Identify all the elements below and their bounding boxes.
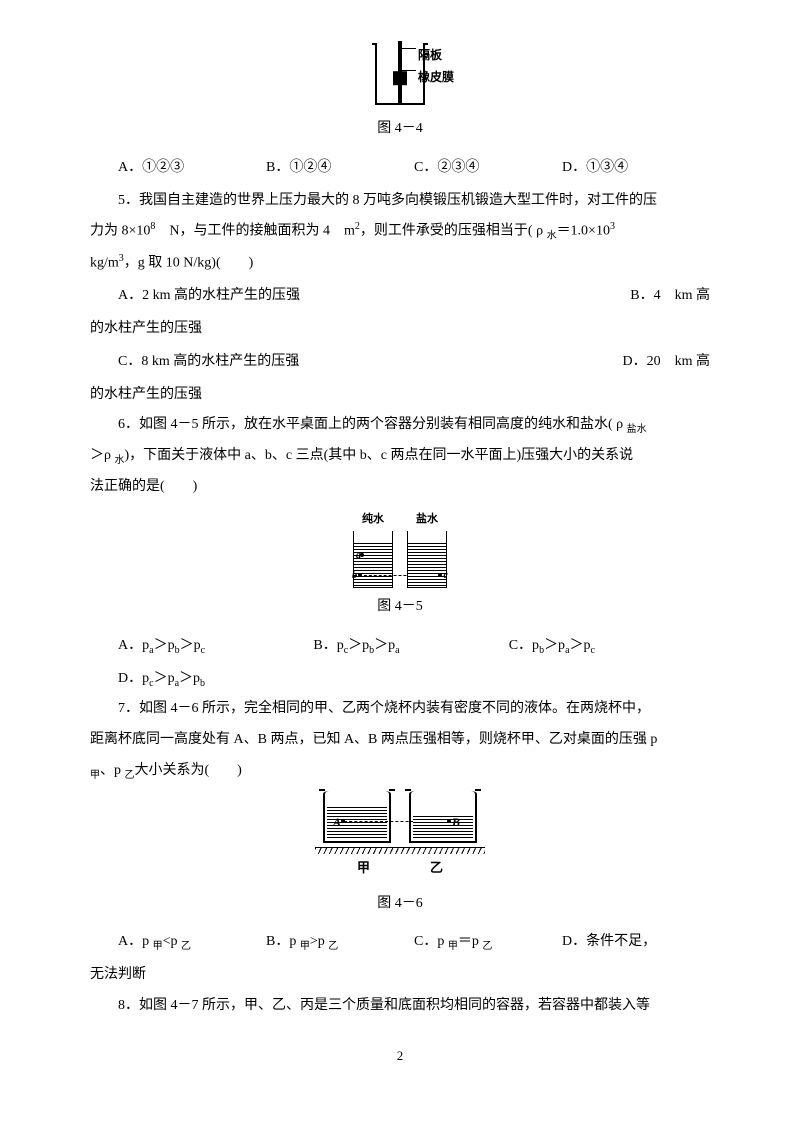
q6-option-c: C．pb＞pa＞pc — [509, 631, 704, 662]
figure-4-4: 隔板 橡皮膜 — [90, 40, 710, 110]
q5-line1: 5．我国自主建造的世界上压力最大的 8 万吨多向模锻压机锻造大型工件时，对工件的… — [90, 186, 710, 217]
q7-option-c: C．p 甲＝p 乙 — [414, 927, 562, 958]
q7-option-b: B．p 甲>p 乙 — [266, 927, 414, 958]
label-yi: 乙 — [430, 854, 443, 883]
q6-line3: 法正确的是( ) — [90, 472, 710, 503]
q5-option-d: D．20 km 高 — [623, 347, 711, 378]
q7-option-d: D．条件不足， — [562, 927, 710, 958]
q4-options: A．①②③ B．①②④ C．②③④ D．①③④ — [90, 153, 710, 184]
q5-options-ab: A．2 km 高的水柱产生的压强 B．4 km 高 — [90, 281, 710, 312]
beaker-yi-icon: B — [409, 791, 477, 843]
q7-line3: 甲、p 乙大小关系为( ) — [90, 756, 710, 787]
caption-4-6: 图 4－6 — [90, 889, 710, 920]
beaker-jia-icon: A — [323, 791, 391, 843]
q8-line1: 8．如图 4－7 所示，甲、乙、丙是三个质量和底面积均相同的容器，若容器中都装入… — [90, 991, 710, 1022]
q4-option-a: A．①②③ — [118, 153, 266, 184]
page-number: 2 — [90, 1042, 710, 1071]
q5-options-cd: C．8 km 高的水柱产生的压强 D．20 km 高 — [90, 347, 710, 378]
cup-right-icon: c — [407, 531, 447, 588]
q6-line2: ＞ρ 水)，下面关于液体中 a、b、c 三点(其中 b、c 两点在同一水平面上)… — [90, 441, 710, 472]
q6-line1: 6．如图 4－5 所示，放在水平桌面上的两个容器分别装有相同高度的纯水和盐水( … — [90, 410, 710, 441]
label-membrane: 橡皮膜 — [418, 64, 454, 90]
q7-option-d-tail: 无法判断 — [90, 960, 710, 991]
q7-options: A．p 甲<p 乙 B．p 甲>p 乙 C．p 甲＝p 乙 D．条件不足， — [90, 927, 710, 958]
caption-4-5: 图 4－5 — [90, 592, 710, 623]
q6-option-b: B．pc＞pb＞pa — [313, 631, 508, 662]
page-content: 隔板 橡皮膜 图 4－4 A．①②③ B．①②④ C．②③④ D．①③④ 5．我… — [0, 0, 800, 1090]
label-pure-water: 纯水 — [362, 507, 384, 531]
q5-option-c: C．8 km 高的水柱产生的压强 — [118, 347, 623, 378]
q4-option-c: C．②③④ — [414, 153, 562, 184]
label-salt-water: 盐水 — [416, 507, 438, 531]
cup-left-icon: a b — [353, 531, 393, 588]
label-jia: 甲 — [357, 854, 370, 883]
q7-line1: 7．如图 4－6 所示，完全相同的甲、乙两个烧杯内装有密度不同的液体。在两烧杯中… — [90, 694, 710, 725]
q6-option-d: D．pc＞pa＞pb — [90, 664, 710, 695]
caption-4-4: 图 4－4 — [90, 114, 710, 145]
q6-options-abc: A．pa＞pb＞pc B．pc＞pb＞pa C．pb＞pa＞pc — [90, 631, 710, 662]
q5-option-b-tail: 的水柱产生的压强 — [90, 314, 710, 345]
q7-line2: 距离杯底同一高度处有 A、B 两点，已知 A、B 两点压强相等，则烧杯甲、乙对桌… — [90, 725, 710, 756]
q4-option-d: D．①③④ — [562, 153, 710, 184]
figure-4-6: A B 甲 乙 — [90, 787, 710, 885]
q5-line2: 力为 8×108 N，与工件的接触面积为 4 m2，则工件承受的压强相当于( ρ… — [90, 216, 710, 247]
figure-4-5: 纯水 a b 盐水 c — [90, 507, 710, 588]
q6-option-a: A．pa＞pb＞pc — [118, 631, 313, 662]
q5-option-a: A．2 km 高的水柱产生的压强 — [118, 281, 630, 312]
q5-option-b: B．4 km 高 — [630, 281, 710, 312]
q5-option-d-tail: 的水柱产生的压强 — [90, 380, 710, 411]
q5-line3: kg/m3，g 取 10 N/kg)( ) — [90, 248, 710, 279]
q4-option-b: B．①②④ — [266, 153, 414, 184]
q7-option-a: A．p 甲<p 乙 — [118, 927, 266, 958]
